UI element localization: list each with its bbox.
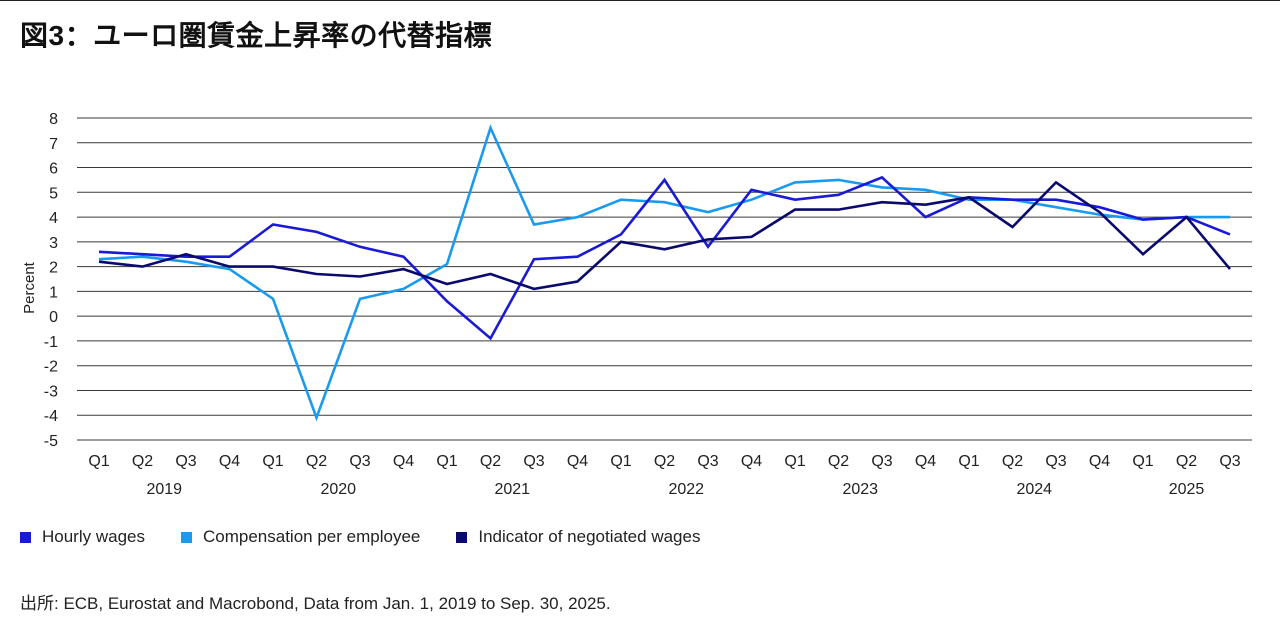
legend-swatch bbox=[456, 531, 468, 543]
x-tick-label: Q4 bbox=[1089, 453, 1110, 470]
x-tick-label: Q3 bbox=[1219, 453, 1240, 470]
x-tick-label: Q2 bbox=[132, 453, 153, 470]
x-tick-label: Q3 bbox=[175, 453, 196, 470]
top-rule bbox=[0, 0, 1280, 1]
legend-item-hourly-wages: Hourly wages bbox=[20, 527, 145, 547]
y-axis-ticks: 8 7 6 5 4 3 2 1 0 -1 -2 -3 -4 -5 bbox=[44, 111, 58, 450]
x-tick-label: Q1 bbox=[436, 453, 457, 470]
series-line-compensation-per-employee bbox=[98, 124, 1230, 422]
x-tick-label: Q2 bbox=[480, 453, 501, 470]
legend: Hourly wages Compensation per employee I… bbox=[20, 527, 700, 547]
chart-title: 図3：ユーロ圏賃金上昇率の代替指標 bbox=[20, 20, 493, 51]
year-label: 2025 bbox=[1169, 481, 1205, 498]
x-tick-label: Q1 bbox=[958, 453, 979, 470]
x-tick-label: Q2 bbox=[306, 453, 327, 470]
x-tick-label: Q1 bbox=[784, 453, 805, 470]
x-tick-label: Q1 bbox=[610, 453, 631, 470]
x-tick-label: Q3 bbox=[697, 453, 718, 470]
x-tick-label: Q4 bbox=[741, 453, 762, 470]
series-line-indicator-of-negotiated-wages bbox=[98, 180, 1231, 291]
y-tick-label: 0 bbox=[49, 309, 58, 326]
legend-item-negotiated-wages: Indicator of negotiated wages bbox=[456, 527, 700, 547]
y-axis-label: Percent bbox=[21, 261, 38, 314]
series-line-hourly-wages bbox=[98, 175, 1231, 341]
y-tick-label: -5 bbox=[44, 433, 58, 450]
y-tick-label: 6 bbox=[49, 161, 58, 178]
y-tick-label: -3 bbox=[44, 383, 58, 400]
x-tick-label: Q2 bbox=[828, 453, 849, 470]
y-tick-label: 2 bbox=[49, 260, 58, 277]
year-label: 2021 bbox=[494, 481, 530, 498]
x-tick-label: Q2 bbox=[1002, 453, 1023, 470]
x-tick-label: Q1 bbox=[262, 453, 283, 470]
legend-swatch bbox=[20, 531, 31, 543]
grid-lines bbox=[77, 117, 1252, 441]
y-tick-label: 3 bbox=[49, 235, 58, 252]
x-tick-label: Q4 bbox=[393, 453, 414, 470]
year-label: 2019 bbox=[146, 481, 182, 498]
legend-label: Compensation per employee bbox=[203, 527, 421, 546]
x-tick-label: Q1 bbox=[88, 453, 109, 470]
year-label: 2020 bbox=[320, 481, 356, 498]
y-tick-label: -1 bbox=[44, 334, 58, 351]
x-tick-label: Q3 bbox=[349, 453, 370, 470]
x-tick-label: Q3 bbox=[871, 453, 892, 470]
x-tick-label: Q3 bbox=[523, 453, 544, 470]
legend-label: Indicator of negotiated wages bbox=[478, 527, 701, 546]
x-tick-label: Q2 bbox=[1176, 453, 1197, 470]
y-tick-label: 7 bbox=[49, 136, 58, 153]
year-label: 2023 bbox=[842, 481, 878, 498]
legend-label: Hourly wages bbox=[42, 527, 145, 546]
series-lines bbox=[98, 124, 1231, 422]
x-tick-label: Q2 bbox=[654, 453, 675, 470]
source-note: 出所: ECB, Eurostat and Macrobond, Data fr… bbox=[20, 594, 611, 613]
y-tick-label: 1 bbox=[49, 284, 58, 301]
x-axis-years: 2019 2020 2021 2022 2023 2024 2025 bbox=[146, 481, 1204, 498]
y-tick-label: -2 bbox=[44, 359, 58, 376]
y-tick-label: -4 bbox=[44, 408, 58, 425]
y-tick-label: 4 bbox=[49, 210, 58, 227]
y-tick-label: 8 bbox=[49, 111, 58, 128]
x-tick-label: Q4 bbox=[915, 453, 936, 470]
x-tick-label: Q1 bbox=[1132, 453, 1153, 470]
y-tick-label: 5 bbox=[49, 185, 58, 202]
x-axis-ticks: Q1 Q2 Q3 Q4 Q1 Q2 Q3 Q4 Q1 Q2 Q3 Q4 Q1 Q2 Q3 Q4 Q1 Q2 Q3 Q4… bbox=[88, 453, 1240, 470]
x-tick-label: Q4 bbox=[219, 453, 240, 470]
legend-item-compensation-per-employee: Compensation per employee bbox=[181, 527, 420, 547]
x-tick-label: Q3 bbox=[1045, 453, 1066, 470]
year-label: 2024 bbox=[1016, 481, 1052, 498]
year-label: 2022 bbox=[668, 481, 704, 498]
x-tick-label: Q4 bbox=[567, 453, 588, 470]
legend-swatch bbox=[181, 531, 192, 543]
